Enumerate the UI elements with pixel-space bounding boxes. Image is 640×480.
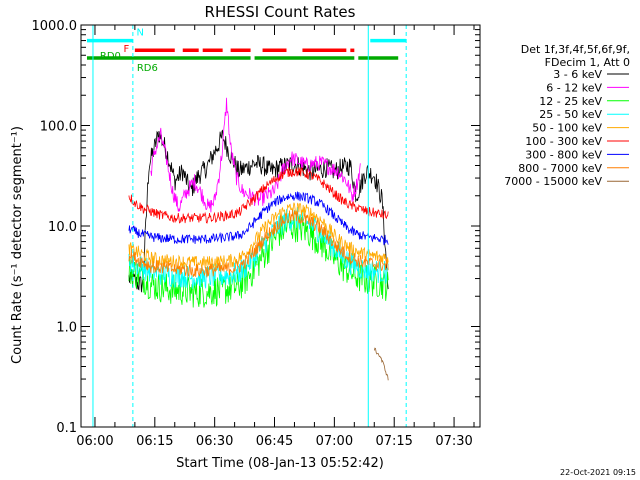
legend-entry-label-6: 300 - 800 keV	[525, 148, 602, 161]
footer-date: 22-Oct-2021 09:15	[560, 468, 636, 477]
x-tick-label-5: 07:15	[375, 434, 412, 449]
y-tick-label-3: 100.0	[40, 120, 77, 135]
y-axis-label: Count Rate (s⁻¹ detector segment⁻¹)	[10, 126, 25, 364]
y-tick-label-0: 0.1	[56, 421, 77, 436]
annotation-label-n: N	[136, 27, 143, 38]
legend-entry-label-1: 6 - 12 keV	[546, 81, 602, 94]
legend-entry-label-7: 800 - 7000 keV	[518, 162, 602, 175]
annotation-label-rd6: RD6	[137, 63, 158, 74]
x-tick-label-4: 07:00	[316, 434, 353, 449]
legend-entry-label-5: 100 - 300 keV	[525, 135, 602, 148]
x-tick-label-1: 06:15	[136, 434, 173, 449]
annotation-label-f: F	[124, 44, 130, 55]
series-line-8	[373, 347, 389, 381]
legend-header-line-2: FDecim 1, Att 0	[545, 56, 630, 69]
series-line-5	[128, 167, 389, 224]
annotation-label-rd0: RD0	[100, 51, 121, 62]
series-line-0	[128, 129, 389, 293]
x-tick-label-3: 06:45	[256, 434, 293, 449]
x-tick-label-2: 06:30	[196, 434, 233, 449]
legend-entry-label-4: 50 - 100 keV	[532, 122, 602, 135]
legend-entry-label-2: 12 - 25 keV	[539, 95, 602, 108]
x-tick-label-0: 06:00	[76, 434, 113, 449]
y-tick-label-2: 10.0	[48, 220, 77, 235]
legend-entry-label-8: 7000 - 15000 keV	[504, 175, 602, 188]
series-line-7	[128, 209, 389, 278]
y-tick-label-4: 1000.0	[32, 19, 78, 34]
x-axis-label: Start Time (08-Jan-13 05:52:42)	[176, 456, 384, 471]
legend-header-line-1: Det 1f,3f,4f,5f,6f,9f,	[521, 43, 630, 56]
x-tick-label-6: 07:30	[435, 434, 472, 449]
legend-entry-label-0: 3 - 6 keV	[553, 68, 602, 81]
y-tick-label-1: 1.0	[56, 321, 77, 336]
chart-title: RHESSI Count Rates	[205, 3, 356, 21]
legend-entry-label-3: 25 - 50 keV	[539, 108, 602, 121]
series-line-6	[128, 191, 389, 246]
series-line-4	[128, 202, 389, 271]
